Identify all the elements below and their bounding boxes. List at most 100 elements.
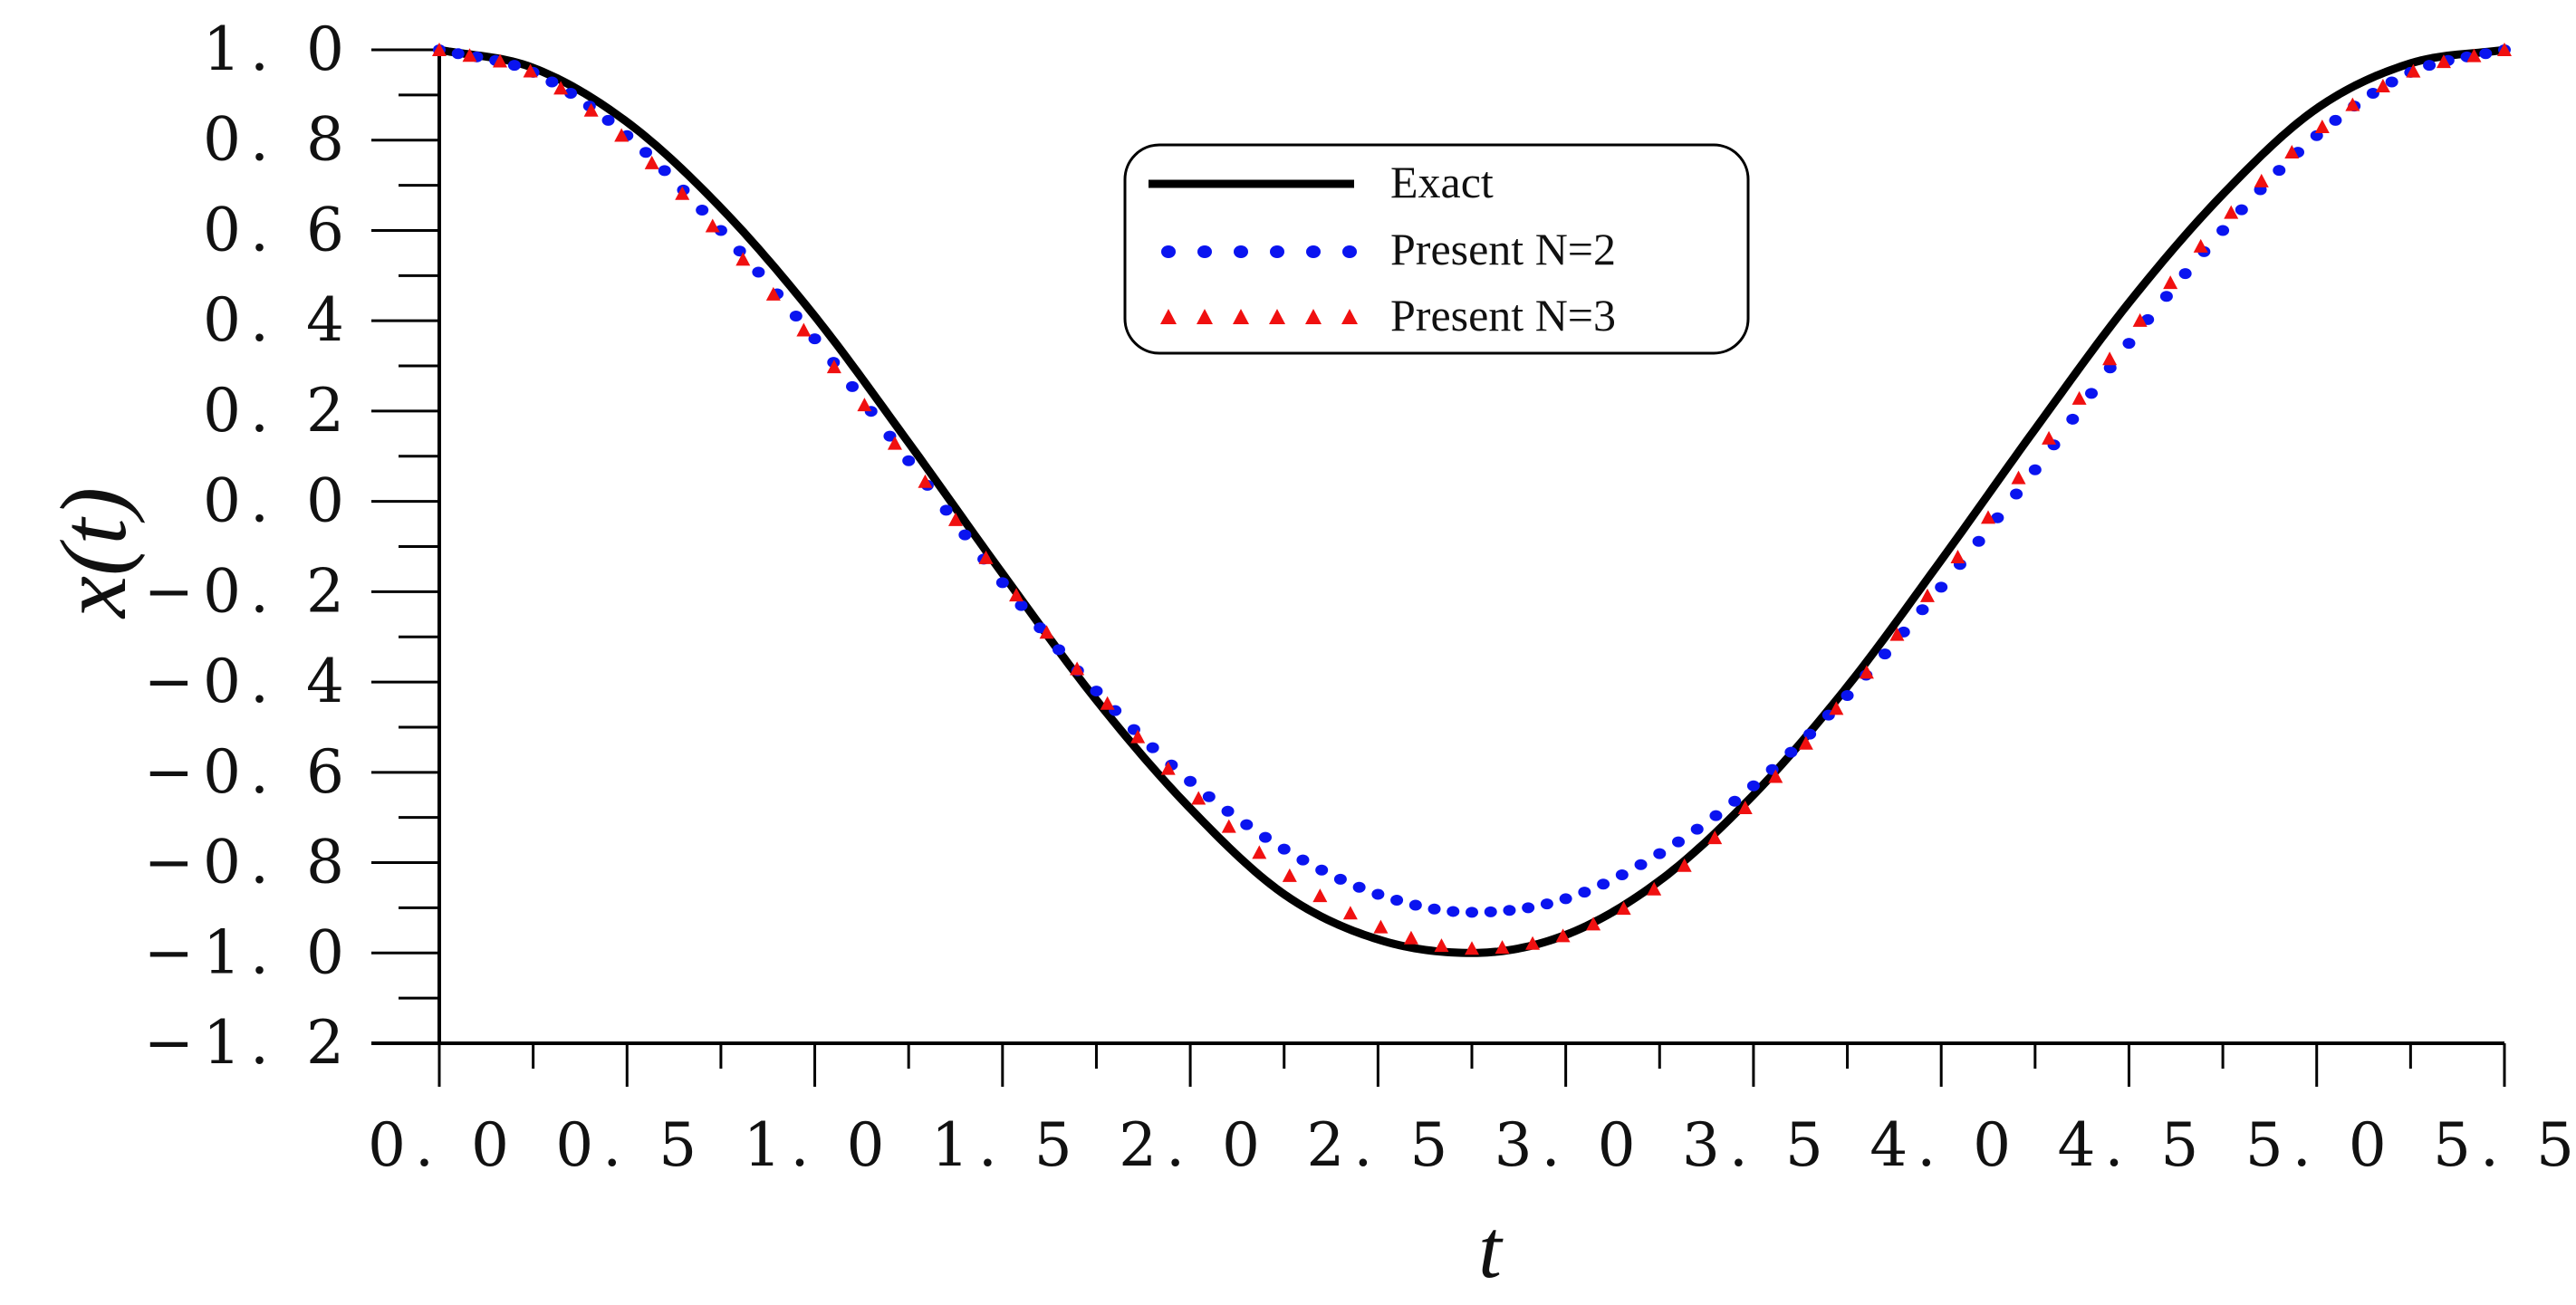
n3-point (583, 102, 599, 117)
n3-point (1403, 930, 1418, 945)
n2-point (1709, 810, 1723, 821)
n2-point (1803, 728, 1817, 740)
x-tick-label: 5. 0 (2245, 1110, 2396, 1180)
n3-point (1191, 791, 1206, 805)
n2-point (1259, 831, 1272, 843)
n2-point (1916, 604, 1929, 616)
n3-point (1495, 940, 1510, 955)
n3-point (1282, 868, 1297, 882)
x-ticks: 0. 0 0. 5 1. 0 1. 5 2. 0 2. 5 3. 0 3. 5 4. 0 4. 5… (368, 1043, 2576, 1180)
n2-point (2216, 225, 2230, 236)
n2-point (1879, 648, 1891, 660)
n2-point (2479, 48, 2493, 60)
legend-dot (1161, 245, 1176, 258)
legend-label-n2: Present N=2 (1390, 224, 1616, 274)
n3-point (857, 398, 872, 412)
n2-point (1315, 864, 1329, 876)
n3-point (1070, 661, 1085, 676)
n3-point (1555, 928, 1571, 943)
n3-point (1677, 858, 1692, 872)
n2-point (2122, 338, 2136, 350)
n2-point (789, 310, 803, 321)
n3-point (675, 186, 690, 200)
y-tick-label: −1. 2 (144, 1008, 353, 1078)
n2-point (1202, 791, 1216, 802)
legend-triangle (1160, 309, 1177, 324)
legend-triangle (1305, 309, 1322, 324)
n3-point (1616, 901, 1631, 916)
n3-point (1647, 881, 1662, 896)
n2-point (995, 577, 1009, 589)
n2-point (1146, 742, 1159, 753)
legend-swatch-n2 (1161, 245, 1357, 258)
n3-point (1342, 906, 1358, 920)
n3-point (2224, 205, 2239, 219)
n2-point (902, 455, 916, 466)
legend-dot (1234, 245, 1248, 258)
n2-point (2103, 362, 2117, 374)
n3-point (918, 474, 933, 488)
n2-point (752, 266, 765, 278)
y-tick-label: −0. 6 (144, 737, 353, 807)
n2-point (1503, 905, 1516, 916)
y-tick-label: −1. 0 (144, 917, 353, 987)
n2-point (2159, 291, 2173, 302)
legend-triangle (1197, 309, 1213, 324)
y-tick-label: 0. 0 (203, 466, 353, 536)
n2-point (1540, 898, 1553, 910)
n2-point (1935, 581, 1948, 593)
n3-point (826, 360, 841, 374)
n3-point (2436, 54, 2451, 69)
n3-point (2406, 63, 2421, 78)
n2-point (1090, 686, 1103, 697)
n2-point (658, 165, 671, 177)
n3-point (1525, 936, 1541, 950)
x-tick-label: 4. 0 (1870, 1110, 2020, 1180)
n3-point (978, 550, 994, 564)
n2-point (1578, 887, 1591, 898)
n2-point (1746, 780, 1760, 792)
n3-point (2042, 430, 2057, 445)
n2-point (1053, 644, 1065, 656)
n2-point (2329, 114, 2342, 126)
n2-point (1690, 823, 1704, 835)
n3-point (2466, 48, 2482, 62)
n2-point (451, 48, 465, 60)
n3-point (2497, 43, 2512, 56)
legend-swatch-n3 (1160, 309, 1358, 324)
n2-point (1653, 848, 1667, 859)
n2-point (545, 76, 559, 88)
n3-point (1009, 588, 1024, 602)
n3-point (1465, 941, 1479, 955)
n3-point (765, 286, 781, 301)
n2-point (2423, 60, 2437, 72)
n3-point (2345, 97, 2360, 111)
n2-point (2385, 76, 2398, 88)
n3-point (1889, 627, 1905, 641)
n3-point (2102, 351, 2118, 366)
n3-point (432, 43, 447, 56)
legend-triangle (1341, 309, 1358, 324)
legend-dot (1342, 245, 1357, 258)
n2-point (958, 529, 972, 541)
n2-point (1408, 899, 1422, 911)
n3-point (705, 218, 720, 233)
y-axis-title: x(t) (42, 487, 146, 619)
n2-point (808, 333, 822, 345)
n2-point (1972, 535, 1985, 547)
n2-point (1277, 843, 1291, 855)
y-tick-label: −0. 4 (144, 647, 353, 716)
n2-point (1427, 903, 1441, 915)
n2-point (939, 504, 953, 516)
n3-point (1252, 845, 1267, 859)
n2-point (1352, 881, 1366, 893)
n3-point (523, 63, 538, 78)
n2-point (1841, 690, 1854, 702)
n2-point (2273, 165, 2286, 177)
y-tick-label: 0. 6 (203, 195, 353, 264)
x-tick-label: 5. 5 (2433, 1110, 2576, 1180)
axes: 1. 0 0. 8 0. 6 0. 4 0. 2 0. 0 −0. 2 −0. 4 −0. 6 −… (144, 14, 2576, 1180)
n2-point (2066, 413, 2080, 425)
n2-point (1672, 836, 1685, 848)
n2-point (846, 380, 859, 392)
